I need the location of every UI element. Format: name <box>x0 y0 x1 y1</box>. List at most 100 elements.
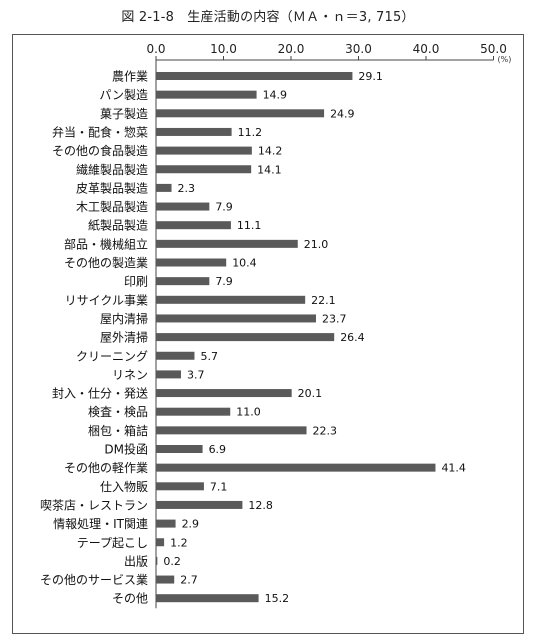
bar <box>156 183 172 192</box>
category-labels: 農作業パン製造菓子製造弁当・配食・惣菜その他の食品製造繊維製品製造皮革製品製造木… <box>40 70 148 606</box>
bar <box>156 109 325 118</box>
category-label: 印刷 <box>124 275 148 289</box>
bar <box>156 221 231 230</box>
data-label: 26.4 <box>340 331 365 344</box>
bar <box>156 295 306 304</box>
value-labels: 29.1 14.9 24.9 11.2 14.2 14.1 2.3 7.9 11.1 21.0 10… <box>163 70 466 605</box>
category-label: 仕入物販 <box>100 480 148 494</box>
category-label: 検査・検品 <box>88 405 148 419</box>
bar <box>156 594 259 603</box>
unit-label: (%) <box>498 55 512 64</box>
bar <box>156 482 204 491</box>
data-label: 7.9 <box>215 201 233 214</box>
data-label: 0.2 <box>163 555 181 568</box>
category-label: クリーニング <box>76 349 148 363</box>
data-label: 22.3 <box>313 424 338 437</box>
category-label: 繊維製品製造 <box>76 163 148 177</box>
category-label: 封入・仕分・発送 <box>52 386 148 401</box>
data-label: 14.9 <box>263 89 288 102</box>
data-label: 11.1 <box>237 219 261 232</box>
data-label: 1.2 <box>170 536 188 549</box>
category-label: パン製造 <box>99 88 148 102</box>
data-label: 15.2 <box>265 592 290 605</box>
category-label: 梱包・箱詰 <box>88 423 148 438</box>
category-label: 出版 <box>124 554 148 568</box>
data-label: 29.1 <box>358 70 383 83</box>
bar <box>156 351 195 360</box>
data-label: 41.4 <box>441 462 466 475</box>
bar <box>156 90 257 99</box>
x-axis: 0.0 10.0 20.0 30.0 40.0 50.0(%) <box>146 42 512 609</box>
data-label: 7.1 <box>210 480 228 493</box>
category-label: 部品・機械組立 <box>64 236 148 251</box>
data-label: 2.9 <box>182 518 200 531</box>
bar <box>156 314 316 323</box>
data-label: 21.0 <box>304 238 329 251</box>
category-label: 弁当・配食・惣菜 <box>52 124 148 139</box>
category-label: リサイクル事業 <box>65 293 148 307</box>
bar <box>156 407 231 416</box>
x-tick-label: 20.0 <box>278 42 305 56</box>
category-label: 農作業 <box>112 70 148 84</box>
data-label: 3.7 <box>187 368 205 381</box>
bar <box>156 239 298 248</box>
category-label: 紙製品製造 <box>88 218 148 233</box>
bar <box>156 389 292 398</box>
bar <box>156 575 175 584</box>
category-label: その他 <box>112 592 148 606</box>
category-label: その他の軽作業 <box>64 461 148 475</box>
chart-title: 図 2-1-8 生産活動の内容（ＭＡ・ｎ＝3, 715） <box>121 10 415 25</box>
bar <box>156 146 252 155</box>
category-label: その他の食品製造 <box>52 143 148 158</box>
bar <box>156 165 252 174</box>
category-label: 皮革製品製造 <box>76 181 148 195</box>
category-label: DM投函 <box>104 442 148 457</box>
data-label: 12.8 <box>248 499 273 512</box>
category-label: その他の製造業 <box>64 256 148 270</box>
data-label: 2.7 <box>180 574 198 587</box>
category-label: 木工製品製造 <box>76 200 148 214</box>
bar <box>156 463 436 472</box>
data-label: 14.2 <box>258 145 283 158</box>
data-label: 22.1 <box>311 294 336 307</box>
data-label: 11.0 <box>236 406 261 419</box>
bar <box>156 277 210 286</box>
bar <box>156 333 335 342</box>
bar <box>156 445 203 453</box>
category-label: リネン <box>112 368 148 382</box>
bar <box>156 500 243 509</box>
bars <box>156 72 436 603</box>
x-tick-label: 40.0 <box>413 42 440 56</box>
data-label: 6.9 <box>209 443 227 456</box>
bar <box>156 370 181 379</box>
x-tick-label: 10.0 <box>210 42 237 56</box>
category-label: 喫茶店・レストラン <box>40 497 148 512</box>
data-label: 10.4 <box>232 257 257 270</box>
category-label: 屋外清掃 <box>100 330 148 345</box>
data-label: 7.9 <box>215 275 233 288</box>
data-label: 24.9 <box>330 107 355 120</box>
data-label: 5.7 <box>200 350 218 363</box>
bar <box>156 72 353 80</box>
category-label: 屋内清掃 <box>100 311 148 326</box>
data-label: 23.7 <box>322 312 347 325</box>
bar <box>156 127 232 136</box>
category-label: その他のサービス業 <box>40 573 148 587</box>
x-tick-label: 50.0 <box>480 42 507 56</box>
bar <box>156 258 227 267</box>
category-label: 菓子製造 <box>100 107 148 121</box>
bar <box>156 519 176 528</box>
category-label: テープ起こし <box>77 536 148 550</box>
data-label: 20.1 <box>298 387 323 400</box>
bar <box>156 538 165 547</box>
x-tick-label: 0.0 <box>146 42 165 56</box>
bar <box>156 202 210 211</box>
data-label: 11.2 <box>238 126 263 139</box>
bar <box>156 426 307 435</box>
data-label: 2.3 <box>178 182 196 195</box>
bar <box>156 556 158 565</box>
data-label: 14.1 <box>257 163 282 176</box>
x-tick-label: 30.0 <box>345 42 372 56</box>
category-label: 情報処理・IT関連 <box>53 517 148 531</box>
